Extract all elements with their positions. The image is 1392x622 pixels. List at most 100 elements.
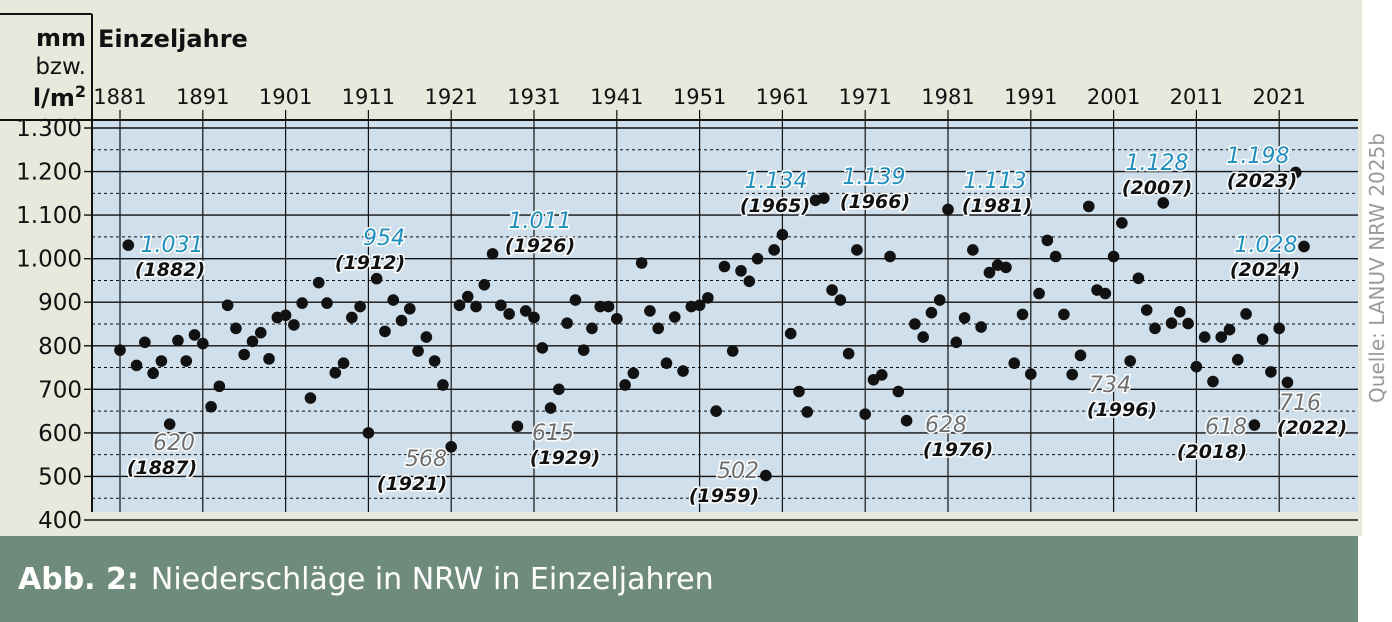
- data-point: [851, 244, 863, 256]
- x-tick-label: 1971: [838, 85, 891, 109]
- annotation-year: (1959): [689, 485, 759, 507]
- data-point: [1058, 308, 1070, 321]
- y-tick-label: 700: [38, 377, 82, 403]
- y-tick-labels: 400 500 600 700 800 900 1.000 1.100 1.200 1.300: [16, 116, 82, 534]
- unit-label-mm: mm: [36, 24, 86, 52]
- data-point: [511, 420, 524, 433]
- data-point: [1215, 331, 1228, 343]
- annotation-year: (2018): [1177, 441, 1247, 463]
- annotation-value: 1.139: [843, 165, 906, 190]
- annotation-year: (1887): [127, 457, 197, 479]
- data-point: [1099, 287, 1112, 300]
- data-point: [139, 336, 151, 349]
- data-point: [892, 385, 905, 398]
- data-point: [569, 294, 582, 306]
- data-point: [602, 300, 615, 313]
- data-point: [1182, 317, 1194, 330]
- source-text: Quelle: LANUV NRW 2025b: [1365, 133, 1389, 403]
- data-point: [1033, 287, 1045, 300]
- data-point: [743, 275, 756, 288]
- grid-lines: [84, 110, 1358, 521]
- annotation-year: (1981): [962, 195, 1032, 217]
- data-point: [577, 344, 590, 356]
- annotation-value: 954: [363, 226, 405, 251]
- data-point: [1223, 323, 1236, 336]
- data-point: [238, 348, 250, 361]
- data-point: [635, 257, 648, 269]
- data-point: [942, 203, 954, 216]
- data-point: [354, 300, 366, 313]
- data-point: [958, 312, 971, 324]
- data-point: [1281, 376, 1294, 389]
- precipitation-chart: Einzeljahre mm bzw. l/m2 400 500 600 700 800…: [0, 0, 1362, 536]
- annotation-value: 628: [925, 413, 967, 438]
- data-point: [1016, 308, 1029, 321]
- x-tick-label: 1901: [259, 85, 312, 109]
- annotation-value: 1.031: [141, 233, 204, 258]
- data-point: [917, 331, 929, 343]
- annotations: 1.031(1882) 620(1887) 954(1912) 568(1921) 1.…: [125, 143, 1348, 509]
- data-point: [1190, 360, 1203, 373]
- data-point: [445, 441, 458, 453]
- data-point: [180, 355, 193, 367]
- data-point: [519, 305, 532, 317]
- data-point: [1066, 368, 1078, 381]
- data-point: [710, 405, 722, 417]
- data-point: [693, 299, 706, 312]
- data-point: [842, 347, 855, 360]
- data-point: [122, 239, 135, 251]
- data-point: [768, 244, 780, 256]
- x-tick-label: 1931: [507, 85, 560, 109]
- plot-background: [92, 120, 1358, 512]
- data-point: [1000, 261, 1012, 274]
- data-point: [312, 276, 325, 289]
- data-point: [536, 342, 549, 354]
- y-tick-label: 1.000: [16, 247, 82, 273]
- data-point: [760, 469, 772, 482]
- annotation-year: (1921): [377, 473, 447, 495]
- annotation-year: (1976): [923, 439, 993, 461]
- figure-caption-bar: Abb. 2: Niederschläge in NRW in Einzelja…: [0, 536, 1358, 622]
- figure-number: Abb. 2:: [18, 561, 139, 597]
- data-point: [702, 292, 714, 304]
- data-point: [1132, 272, 1145, 285]
- data-point: [453, 299, 466, 312]
- data-point: [470, 300, 482, 313]
- data-point: [644, 305, 656, 317]
- data-point: [346, 311, 358, 324]
- annotation-year: (2024): [1230, 259, 1300, 281]
- data-point: [933, 294, 946, 306]
- data-point: [660, 357, 673, 370]
- data-point: [1041, 234, 1054, 247]
- data-point: [801, 406, 814, 418]
- y-tick-label: 1.300: [16, 116, 82, 142]
- annotation-year: (2007): [1122, 177, 1192, 199]
- data-point: [404, 302, 416, 315]
- data-point: [370, 272, 383, 285]
- y-tick-label: 500: [38, 464, 82, 490]
- data-point: [205, 400, 217, 413]
- annotation-year: (1912): [335, 252, 405, 274]
- annotation-value: 734: [1089, 373, 1131, 398]
- annotation-year: (2023): [1227, 170, 1297, 192]
- data-point: [726, 345, 739, 357]
- y-tick-label: 1.100: [16, 203, 82, 229]
- data-point: [1289, 166, 1302, 179]
- x-tick-label: 2001: [1087, 85, 1140, 109]
- x-tick-label: 1961: [756, 85, 809, 109]
- data-point: [478, 279, 491, 291]
- annotation-value: 1.128: [1126, 151, 1189, 176]
- data-point: [437, 379, 449, 391]
- data-point: [611, 312, 623, 325]
- data-point: [784, 327, 797, 340]
- chart-title: Einzeljahre: [98, 25, 248, 53]
- annotation-value: 615: [532, 421, 574, 446]
- source-note: Quelle: LANUV NRW 2025b: [1365, 133, 1389, 403]
- data-point: [826, 284, 838, 296]
- data-point: [553, 383, 565, 396]
- unit-label-lm: l/m: [33, 84, 75, 112]
- data-point: [1248, 419, 1261, 431]
- data-point: [950, 336, 963, 349]
- data-point: [1265, 366, 1277, 378]
- annotation-value: 1.028: [1235, 233, 1298, 258]
